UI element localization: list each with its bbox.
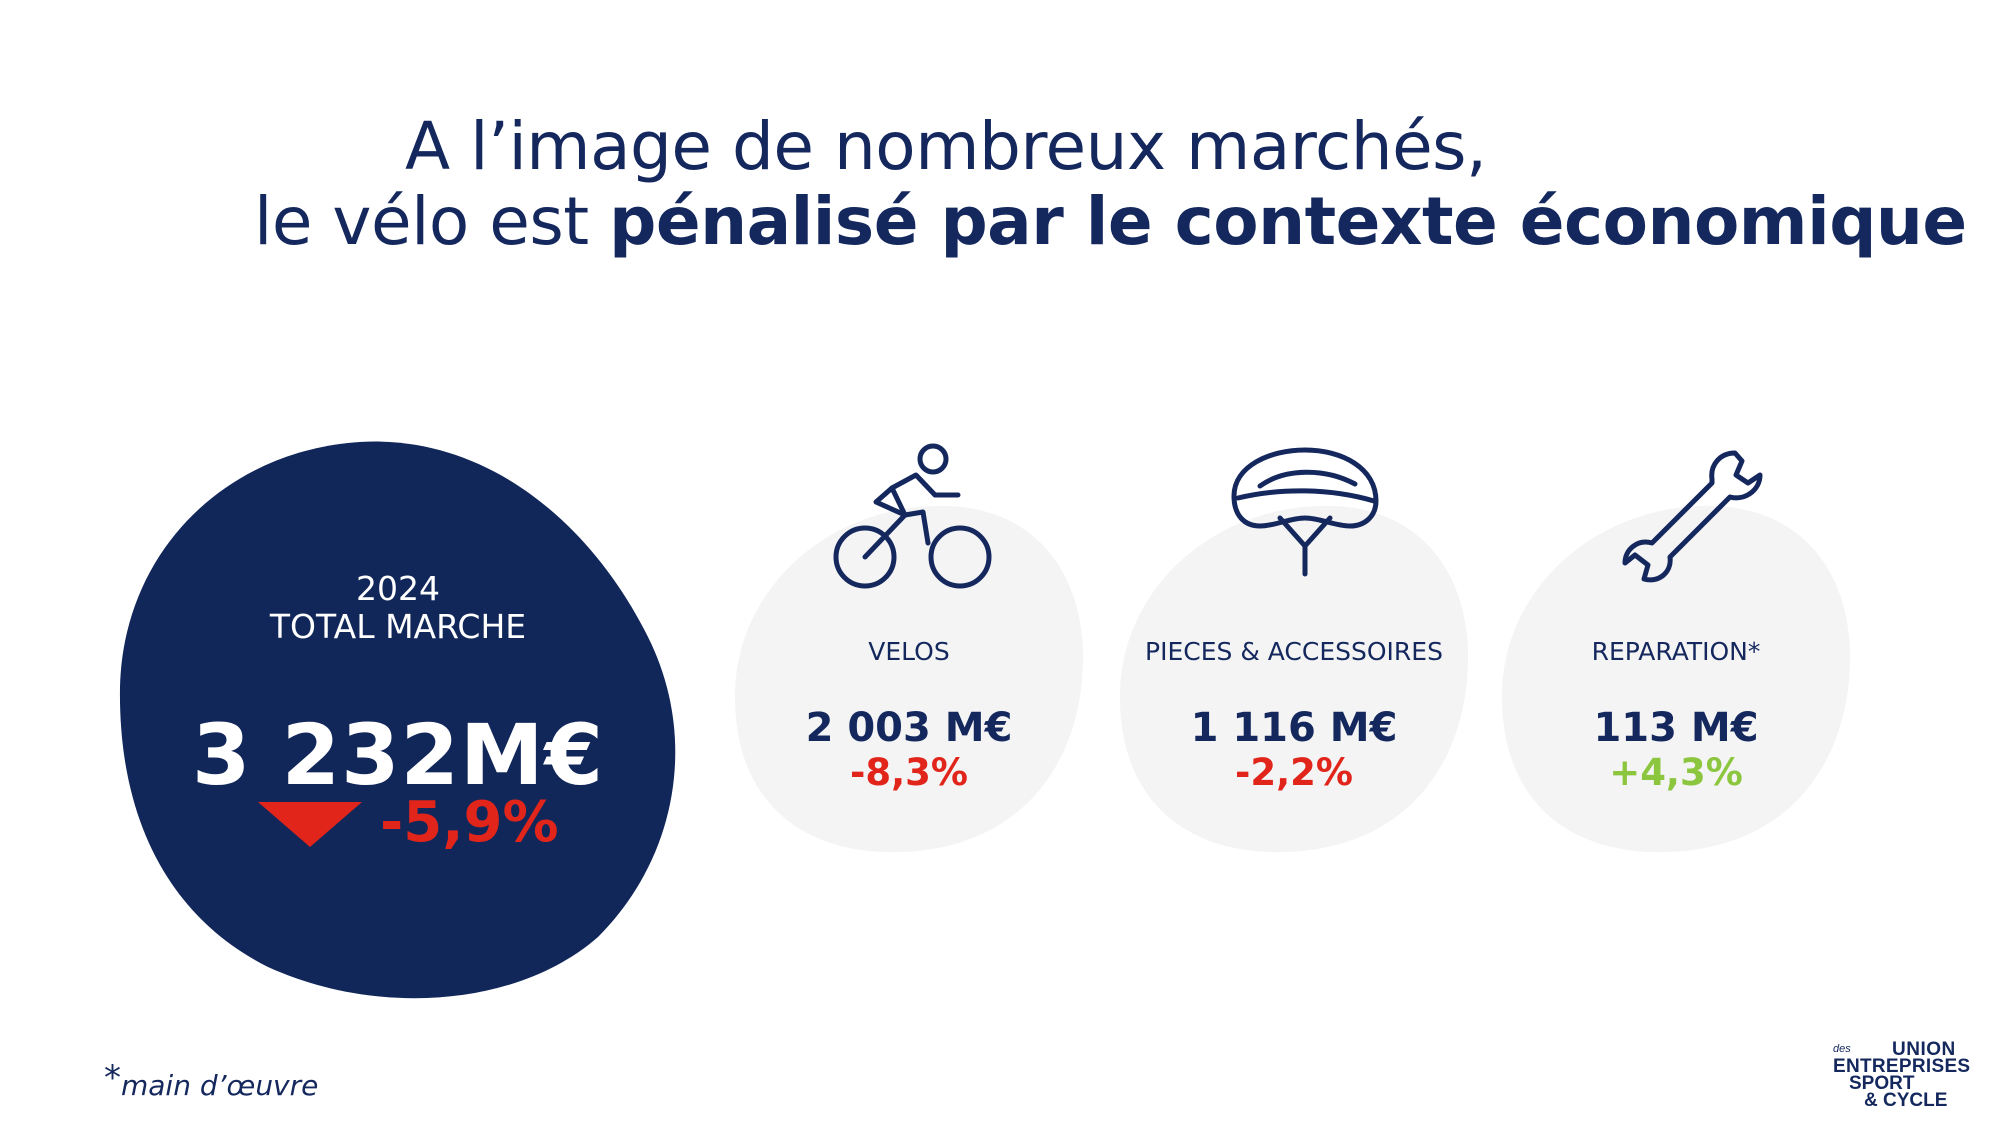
logo-cycle: & CYCLE xyxy=(1864,1090,1948,1111)
segment-value: 113 M€ xyxy=(1593,705,1759,751)
title-line-2-bold: pénalisé par le contexte économique xyxy=(609,183,1967,260)
logo-entreprises: ENTREPRISES xyxy=(1833,1056,1971,1077)
title-line-2-prefix: le vélo est xyxy=(254,183,610,260)
total-label: TOTAL MARCHE xyxy=(269,607,527,646)
total-year: 2024 xyxy=(356,569,440,608)
segment-change: +4,3% xyxy=(1609,751,1743,794)
total-change: -5,9% xyxy=(380,790,559,855)
segment-velos: VELOS 2 003 M€ -8,3% xyxy=(719,637,1099,795)
wrench-icon xyxy=(1622,450,1763,583)
segment-label: VELOS xyxy=(868,637,950,666)
segment-blob-pieces xyxy=(1119,505,1469,853)
segment-change: -2,2% xyxy=(1235,751,1353,794)
title-line-1: A l’image de nombreux marchés, xyxy=(405,108,1487,185)
segment-value: 2 003 M€ xyxy=(805,705,1013,751)
segment-pieces-accessoires: PIECES & ACCESSOIRES 1 116 M€ -2,2% xyxy=(1104,637,1484,795)
segment-label: PIECES & ACCESSOIRES xyxy=(1145,637,1443,666)
total-market-panel: 2024 TOTAL MARCHE 3 232M€ -5,9% xyxy=(118,569,678,856)
footnote-text: main d’œuvre xyxy=(121,1069,319,1102)
total-market-blob xyxy=(119,441,676,999)
footnote: *main d’œuvre xyxy=(104,1058,318,1102)
segment-change: -8,3% xyxy=(850,751,968,794)
logo-des: des xyxy=(1833,1043,1851,1055)
cyclist-icon xyxy=(833,443,992,589)
footnote-star: * xyxy=(104,1058,121,1098)
helmet-icon xyxy=(1231,447,1379,577)
segment-label: REPARATION* xyxy=(1591,637,1761,666)
segment-reparation: REPARATION* 113 M€ +4,3% xyxy=(1486,637,1866,795)
triangle-down-icon xyxy=(258,802,362,847)
segment-blob-reparation xyxy=(1501,505,1851,853)
union-sport-cycle-logo: des UNION ENTREPRISES SPORT & CYCLE xyxy=(1832,1039,1982,1111)
logo-sport: SPORT xyxy=(1849,1073,1915,1094)
total-value: 3 232M€ xyxy=(191,706,605,804)
logo-union: UNION xyxy=(1892,1039,1956,1060)
segment-value: 1 116 M€ xyxy=(1190,705,1398,751)
segment-blob-velos xyxy=(734,505,1084,853)
title-line-2: le vélo est pénalisé par le contexte éco… xyxy=(254,180,1967,264)
